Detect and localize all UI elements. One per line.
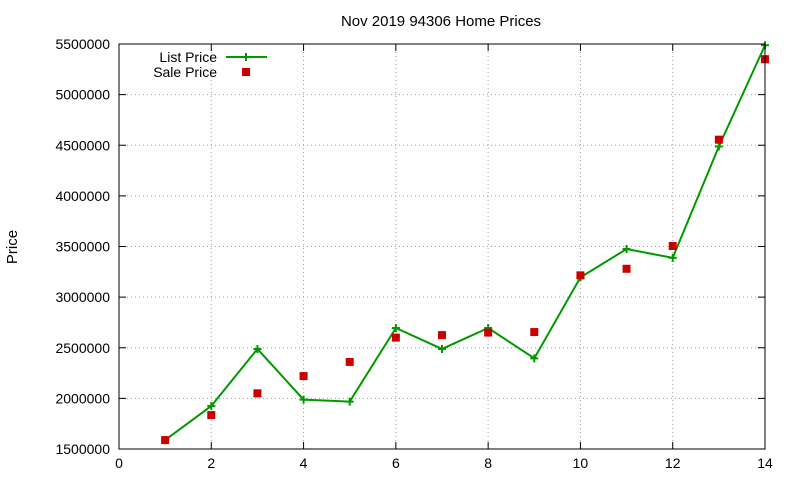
- sale-price-point: [622, 264, 631, 273]
- plot-frame: [118, 43, 766, 450]
- list-price-point: [530, 354, 539, 363]
- chart-title: Nov 2019 94306 Home Prices: [341, 13, 541, 30]
- legend-plus-marker: [242, 53, 250, 61]
- list-price-point: [207, 401, 216, 410]
- list-price-point: [299, 395, 308, 404]
- x-tick-label: 2: [207, 455, 215, 471]
- sale-price-point: [668, 241, 677, 250]
- legend-label: Sale Price: [153, 64, 217, 80]
- series-layer: [161, 41, 769, 445]
- sale-price-point: [345, 357, 354, 366]
- legend-square-marker: [242, 68, 250, 76]
- sale-price-point: [253, 389, 262, 398]
- sale-price-point: [161, 436, 170, 445]
- list-price-point: [391, 324, 400, 333]
- y-axis-ticks: 1500000 2000000 2500000 3000000 3500000 40000…: [55, 36, 765, 457]
- list-price-point: [714, 142, 723, 151]
- sale-price-point: [714, 135, 723, 144]
- y-tick-label: 4000000: [55, 188, 110, 204]
- y-tick-label: 3500000: [55, 239, 110, 255]
- list-price-point: [622, 245, 631, 254]
- y-tick-label: 2000000: [55, 390, 110, 406]
- sale-price-point: [207, 411, 216, 420]
- sale-price-point: [484, 328, 493, 337]
- sale-price-point: [530, 328, 539, 337]
- grid-lines: [119, 44, 765, 449]
- list-price-point: [668, 253, 677, 262]
- y-tick-label: 4500000: [55, 137, 110, 153]
- sale-price-point: [299, 372, 308, 381]
- x-tick-label: 10: [573, 455, 589, 471]
- x-tick-label: 8: [484, 455, 492, 471]
- y-tick-label: 5000000: [55, 87, 110, 103]
- x-tick-label: 4: [300, 455, 308, 471]
- legend-label: List Price: [159, 49, 217, 65]
- sale-price-point: [438, 331, 446, 340]
- x-tick-label: 0: [115, 455, 123, 471]
- y-tick-label: 3000000: [55, 289, 110, 305]
- y-tick-label: 2500000: [55, 340, 110, 356]
- sale-price-point: [391, 333, 400, 342]
- y-axis-label: Price: [4, 230, 21, 264]
- list-price-line: [164, 44, 766, 441]
- list-price-point: [438, 344, 446, 353]
- y-tick-label: 1500000: [55, 441, 110, 457]
- list-price-point: [345, 397, 354, 406]
- y-tick-label: 5500000: [55, 36, 110, 52]
- sale-price-point: [576, 271, 585, 280]
- list-price-point: [253, 344, 262, 353]
- x-tick-label: 12: [665, 455, 681, 471]
- x-tick-label: 14: [757, 455, 773, 471]
- x-tick-label: 6: [392, 455, 400, 471]
